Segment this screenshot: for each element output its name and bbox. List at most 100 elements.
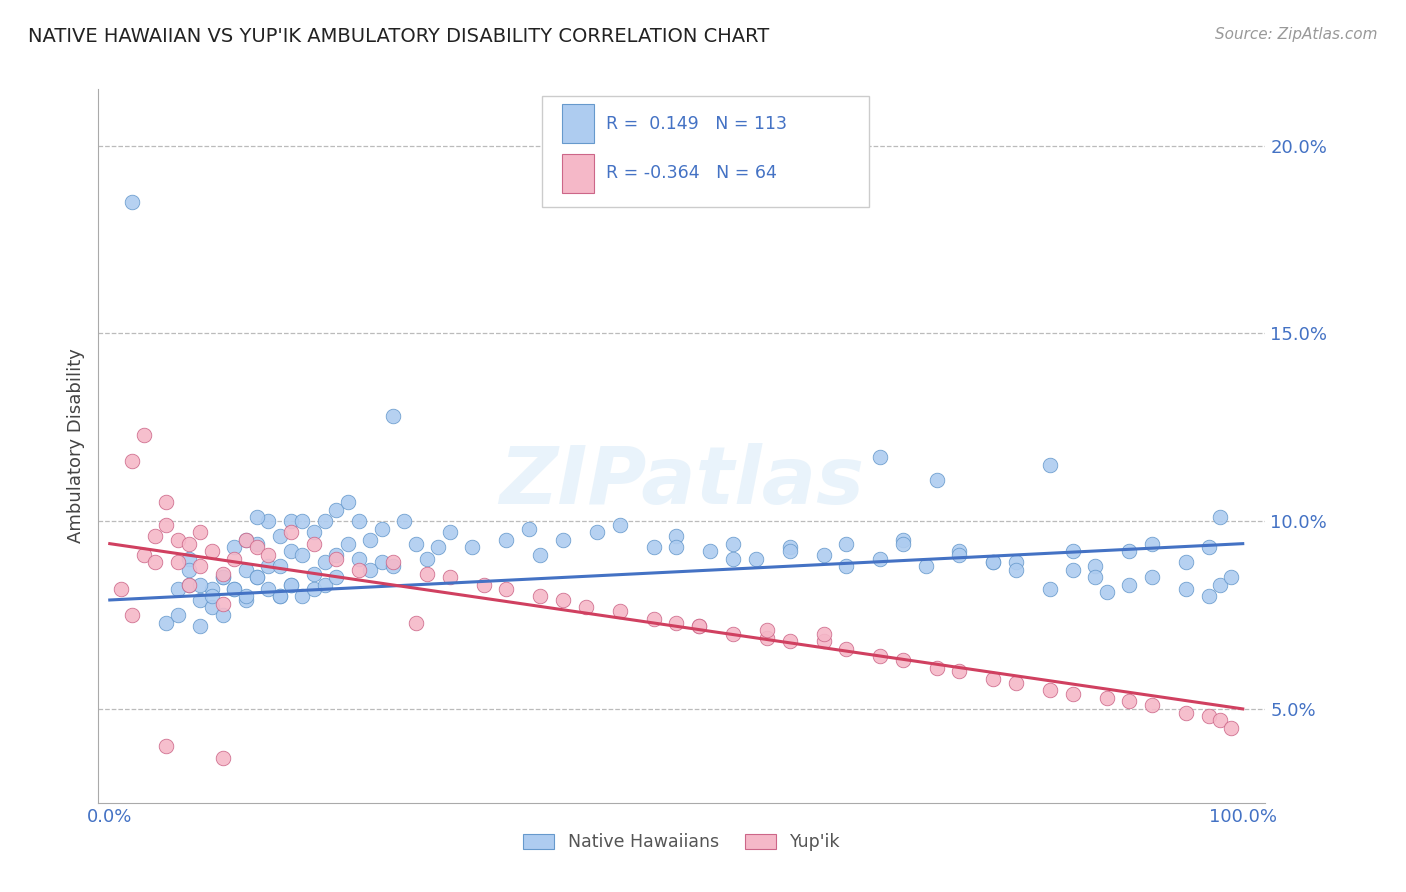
Point (177, 563, 200, 577)
Point (643, 541, 665, 555)
Point (302, 525, 325, 540)
Point (1095, 690, 1118, 705)
Point (643, 612, 665, 626)
Point (1198, 541, 1220, 555)
Point (891, 533, 914, 547)
Point (132, 548, 155, 562)
Point (1209, 578, 1232, 592)
Point (325, 570, 347, 584)
Point (246, 510, 269, 524)
Point (983, 672, 1005, 686)
Point (132, 427, 155, 442)
Point (177, 578, 200, 592)
Point (948, 548, 970, 562)
Point (1005, 563, 1028, 577)
Point (166, 582, 188, 596)
Point (665, 615, 688, 630)
Point (495, 582, 517, 596)
Point (416, 566, 439, 581)
Point (461, 541, 484, 555)
Point (1118, 694, 1140, 708)
Point (212, 597, 235, 611)
Point (699, 544, 721, 558)
Point (1175, 706, 1198, 720)
Point (744, 551, 766, 566)
Point (1039, 458, 1062, 472)
Point (302, 582, 325, 596)
Point (280, 544, 302, 558)
Point (405, 536, 427, 550)
Point (269, 589, 291, 603)
Point (495, 533, 517, 547)
Point (280, 514, 302, 528)
Point (1062, 544, 1084, 558)
Point (177, 551, 200, 566)
Point (688, 619, 710, 633)
Point (177, 578, 200, 592)
Point (235, 533, 257, 547)
Point (190, 619, 212, 633)
Point (925, 473, 948, 487)
Point (246, 570, 269, 584)
Point (190, 525, 212, 540)
Point (325, 503, 347, 517)
Point (212, 570, 235, 584)
Point (416, 551, 439, 566)
Point (291, 548, 314, 562)
Point (382, 556, 405, 570)
Point (1220, 570, 1243, 584)
Point (779, 634, 801, 648)
Point (370, 522, 392, 536)
Point (212, 570, 235, 584)
Point (1062, 687, 1084, 701)
Point (948, 665, 970, 679)
Point (779, 544, 801, 558)
Point (1140, 536, 1163, 550)
Point (1140, 570, 1163, 584)
Point (190, 578, 212, 592)
FancyBboxPatch shape (562, 104, 595, 144)
Point (586, 525, 609, 540)
Point (755, 623, 778, 637)
Point (891, 536, 914, 550)
Point (869, 551, 891, 566)
Point (155, 739, 177, 754)
Point (575, 600, 598, 615)
Point (257, 514, 280, 528)
Point (813, 627, 835, 641)
Point (280, 578, 302, 592)
Point (1140, 698, 1163, 713)
Point (291, 514, 314, 528)
Point (721, 627, 744, 641)
Point (224, 551, 246, 566)
Point (1198, 589, 1220, 603)
Point (336, 536, 359, 550)
Point (121, 194, 143, 209)
Point (166, 533, 188, 547)
Point (1220, 721, 1243, 735)
Point (813, 634, 835, 648)
Point (314, 556, 336, 570)
Point (983, 556, 1005, 570)
Point (405, 615, 427, 630)
Point (246, 570, 269, 584)
Point (779, 541, 801, 555)
Point (1198, 709, 1220, 723)
Point (314, 578, 336, 592)
Point (110, 582, 132, 596)
Point (347, 514, 370, 528)
Point (314, 514, 336, 528)
Point (121, 607, 143, 622)
Point (914, 559, 936, 574)
Point (1039, 582, 1062, 596)
Point (280, 525, 302, 540)
Point (1175, 582, 1198, 596)
Point (1062, 563, 1084, 577)
Point (755, 631, 778, 645)
Text: Source: ZipAtlas.com: Source: ZipAtlas.com (1215, 27, 1378, 42)
Point (235, 593, 257, 607)
Text: NATIVE HAWAIIAN VS YUP'IK AMBULATORY DISABILITY CORRELATION CHART: NATIVE HAWAIIAN VS YUP'IK AMBULATORY DIS… (28, 27, 769, 45)
Point (269, 589, 291, 603)
Point (325, 551, 347, 566)
Point (891, 653, 914, 667)
